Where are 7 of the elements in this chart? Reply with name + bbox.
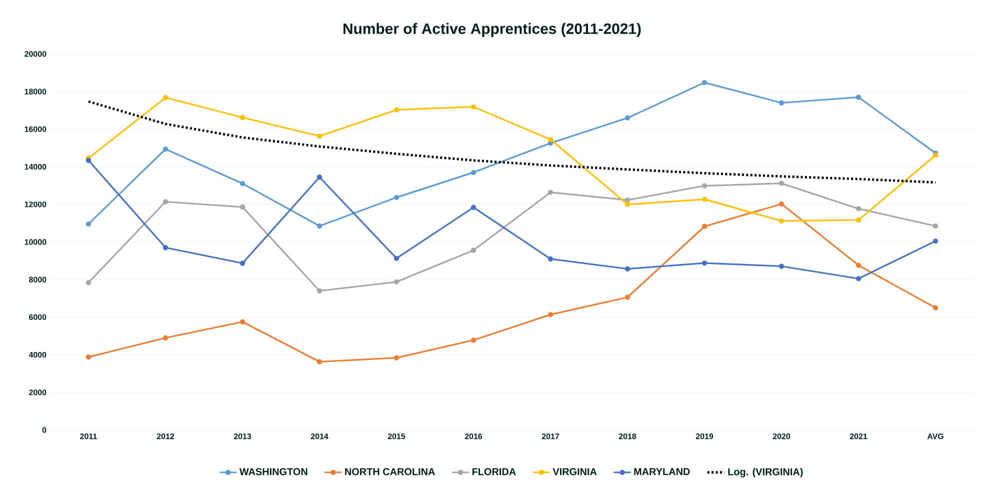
legend-label: VIRGINIA (552, 468, 597, 476)
legend-label: NORTH CAROLINA (345, 468, 435, 476)
legend-label: Log. (VIRGINIA) (728, 468, 803, 478)
chart-title: Number of Active Apprentices (2011-2021) (344, 23, 641, 37)
legend-label: FLORIDA (472, 468, 516, 476)
legend-label: MARYLAND (634, 468, 690, 476)
legend-label: WASHINGTON (239, 468, 308, 476)
